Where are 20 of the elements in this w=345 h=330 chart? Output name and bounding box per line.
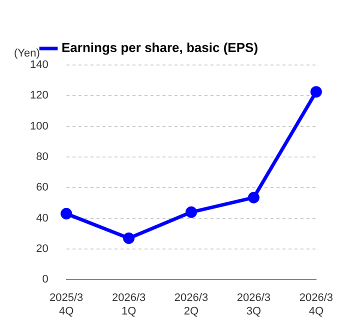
point <box>186 206 198 218</box>
x-tick-label: 2026/3 3Q <box>236 292 271 318</box>
y-tick-label: 100 <box>30 120 48 132</box>
point <box>248 192 260 204</box>
y-tick-label: 0 <box>42 274 48 286</box>
point <box>123 232 135 244</box>
y-tick-label: 140 <box>30 59 48 72</box>
x-tick-label: 2026/3 4Q <box>299 292 334 318</box>
y-tick-label: 120 <box>30 90 48 102</box>
x-tick-label: 2026/3 1Q <box>112 292 146 318</box>
x-tick-label: 2026/3 2Q <box>174 292 208 318</box>
y-axis-title: (Yen) <box>14 48 40 60</box>
y-tick-label: 60 <box>36 182 48 194</box>
y-tick-label: 80 <box>36 151 48 164</box>
x-tick-label: 2025/3 4Q <box>50 292 84 318</box>
y-tick-label: 20 <box>36 242 48 255</box>
legend-label: Earnings per share, basic (EPS) <box>62 40 258 56</box>
point <box>310 86 322 98</box>
point <box>60 208 72 220</box>
y-tick-label: 40 <box>36 212 48 224</box>
